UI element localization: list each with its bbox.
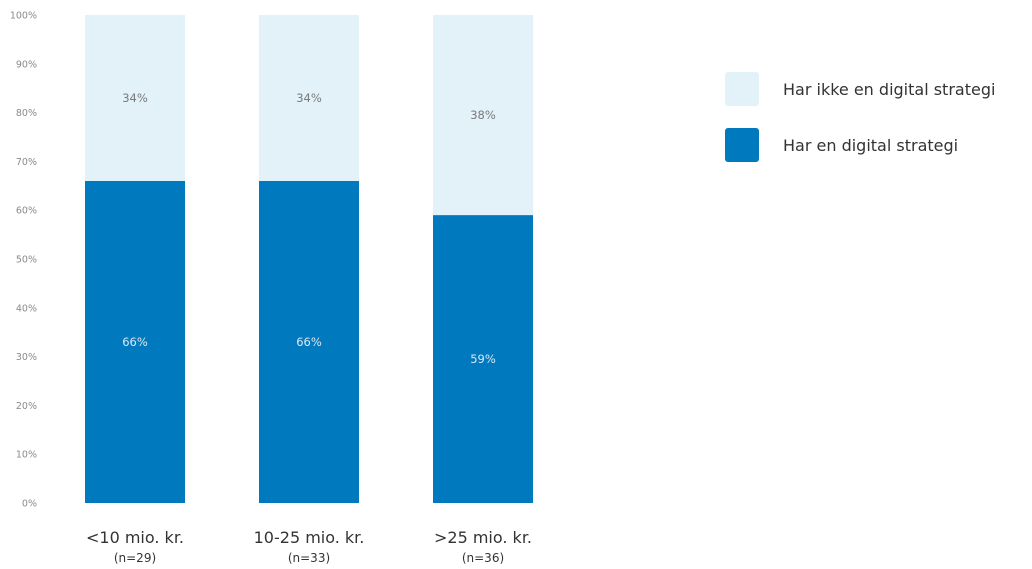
y-tick-label: 0% — [22, 499, 37, 510]
bar-data-label: 38% — [470, 108, 496, 122]
y-tick-label: 40% — [16, 303, 37, 314]
legend-label-har-ikke: Har ikke en digital strategi — [783, 79, 996, 99]
x-category-label: 10-25 mio. kr. — [254, 528, 365, 547]
bar-segment — [85, 15, 185, 181]
bar-data-label: 34% — [122, 91, 148, 105]
legend-label-har: Har en digital strategi — [783, 135, 959, 155]
x-category-label: <10 mio. kr. — [86, 528, 184, 547]
y-tick-label: 90% — [16, 59, 37, 70]
bar-data-label: 66% — [296, 335, 322, 349]
x-category-note: (n=33) — [288, 551, 330, 565]
y-tick-label: 10% — [16, 450, 37, 461]
bar-data-label: 34% — [296, 91, 322, 105]
chart-legend: Har ikke en digital strategi Har en digi… — [725, 72, 995, 184]
bar-data-label: 66% — [122, 335, 148, 349]
y-tick-label: 100% — [10, 11, 37, 22]
bar-segment — [259, 180, 359, 504]
legend-item-har: Har en digital strategi — [725, 128, 995, 162]
bar-segment — [433, 15, 533, 216]
x-category-label: >25 mio. kr. — [434, 528, 532, 547]
bar-data-label: 59% — [470, 352, 496, 366]
y-tick-label: 50% — [16, 255, 37, 266]
y-tick-label: 20% — [16, 401, 37, 412]
y-tick-label: 30% — [16, 352, 37, 363]
bar-segment — [433, 215, 533, 503]
y-tick-label: 70% — [16, 157, 37, 168]
y-tick-label: 80% — [16, 108, 37, 119]
bar-segment — [259, 15, 359, 181]
legend-item-har-ikke: Har ikke en digital strategi — [725, 72, 995, 106]
x-category-note: (n=36) — [462, 551, 504, 565]
legend-swatch-har — [725, 128, 759, 162]
y-tick-label: 60% — [16, 206, 37, 217]
legend-swatch-har-ikke — [725, 72, 759, 106]
bar-segment — [85, 180, 185, 504]
x-category-note: (n=29) — [114, 551, 156, 565]
